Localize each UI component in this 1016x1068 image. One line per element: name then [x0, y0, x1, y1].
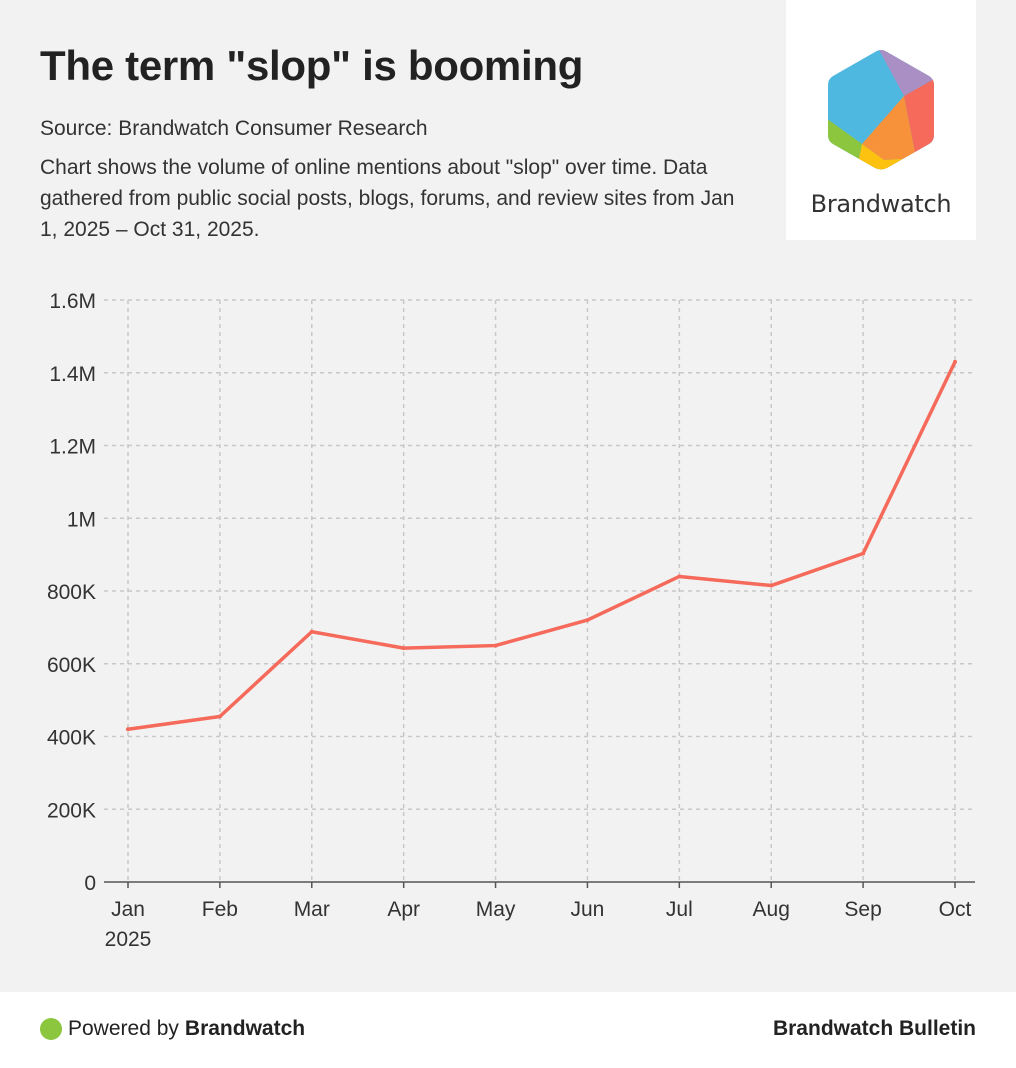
x-tick-label: May [476, 898, 516, 921]
x-tick-label: Apr [387, 898, 420, 921]
x-tick-label: Jan [111, 898, 145, 921]
series-line [126, 360, 957, 731]
logo-wordmark: Brandwatch [810, 190, 952, 218]
data-point [493, 643, 498, 648]
x-tick-label: Oct [939, 898, 972, 921]
powered-prefix: Powered by [68, 1017, 179, 1040]
bulletin-label: Brandwatch Bulletin [772, 1017, 976, 1040]
brand-logo: Brandwatch [786, 0, 976, 240]
y-tick-label: 0 [84, 872, 96, 895]
footer-bar: Powered by Brandwatch Brandwatch Bulleti… [0, 992, 1016, 1068]
page-title: The term "slop" is booming [40, 42, 584, 89]
data-point [126, 727, 130, 732]
y-tick-label: 1.2M [49, 436, 96, 459]
x-tick-label: Jun [571, 898, 605, 921]
x-tick-label: Feb [202, 898, 238, 921]
y-tick-label: 800K [47, 581, 96, 604]
powered-brand: Brandwatch [184, 1017, 306, 1040]
logo-red-segment [904, 78, 934, 158]
data-point [769, 583, 774, 588]
powered-by: Powered by Brandwatch [40, 1017, 305, 1041]
x-tick-label: Mar [294, 898, 330, 921]
data-point [309, 629, 314, 634]
data-point [217, 714, 222, 719]
y-tick-label: 200K [47, 799, 96, 822]
data-point [861, 551, 866, 556]
brandwatch-hexagon-logo-icon [828, 50, 934, 170]
x-tick-label: Aug [753, 898, 790, 921]
chart-header: The term "slop" is booming Source: Brand… [40, 40, 760, 245]
source-note: Source: Brandwatch Consumer Research [40, 117, 428, 140]
data-point [585, 618, 590, 623]
y-tick-label: 400K [47, 727, 96, 750]
data-point [953, 359, 957, 364]
chart-description: Chart shows the volume of online mention… [40, 156, 735, 241]
x-tick-label: Jul [666, 898, 693, 921]
logo-orange-segment [862, 96, 916, 160]
y-tick-label: 1.6M [49, 290, 96, 313]
y-tick-label: 600K [47, 654, 96, 677]
y-tick-label: 1M [67, 508, 96, 531]
x-tick-year-label: 2025 [105, 928, 152, 951]
green-dot-icon [40, 1018, 62, 1040]
data-point [677, 574, 682, 579]
x-tick-label: Sep [844, 898, 881, 921]
data-point [401, 646, 406, 651]
y-tick-label: 1.4M [49, 363, 96, 386]
line-chart: 0 200K 400K 600K 800K 1M 1.2M 1.4M 1.6M Jan Feb Mar… [47, 290, 975, 951]
